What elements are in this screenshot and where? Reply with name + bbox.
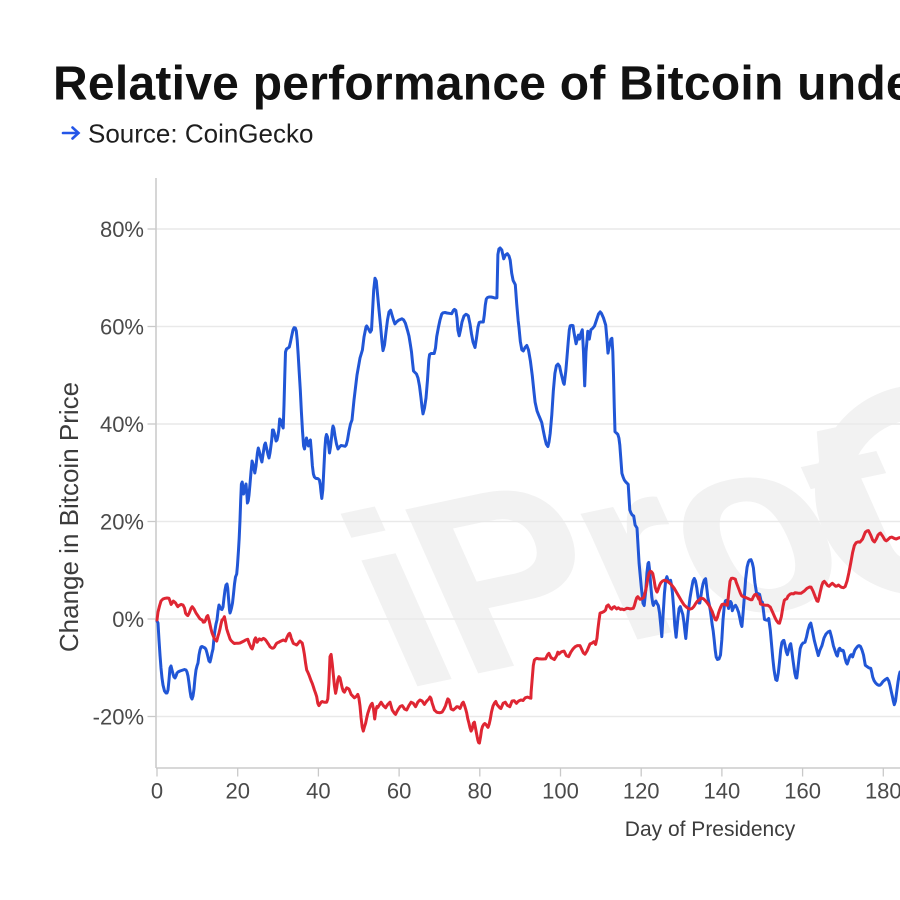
svg-text:0%: 0% [112, 607, 144, 632]
svg-text:120: 120 [623, 779, 660, 804]
svg-text:60: 60 [387, 779, 411, 804]
svg-text:40%: 40% [100, 412, 144, 437]
svg-text:20: 20 [225, 779, 249, 804]
svg-text:Relative performance of Bitcoi: Relative performance of Bitcoin under Tr… [53, 58, 900, 111]
svg-text:160: 160 [784, 779, 821, 804]
svg-text:80%: 80% [100, 217, 144, 242]
svg-text:80: 80 [468, 779, 492, 804]
svg-text:20%: 20% [100, 510, 144, 535]
svg-text:-20%: -20% [93, 705, 144, 730]
svg-text:iProto: iProto [304, 332, 900, 741]
svg-text:Source: CoinGecko: Source: CoinGecko [88, 119, 313, 149]
svg-text:40: 40 [306, 779, 330, 804]
svg-text:100: 100 [542, 779, 579, 804]
svg-text:Day of Presidency: Day of Presidency [625, 818, 796, 841]
svg-text:60%: 60% [100, 315, 144, 340]
svg-text:140: 140 [704, 779, 741, 804]
svg-text:180: 180 [865, 779, 900, 804]
svg-text:Change in Bitcoin Price: Change in Bitcoin Price [54, 382, 84, 652]
svg-text:0: 0 [151, 779, 163, 804]
